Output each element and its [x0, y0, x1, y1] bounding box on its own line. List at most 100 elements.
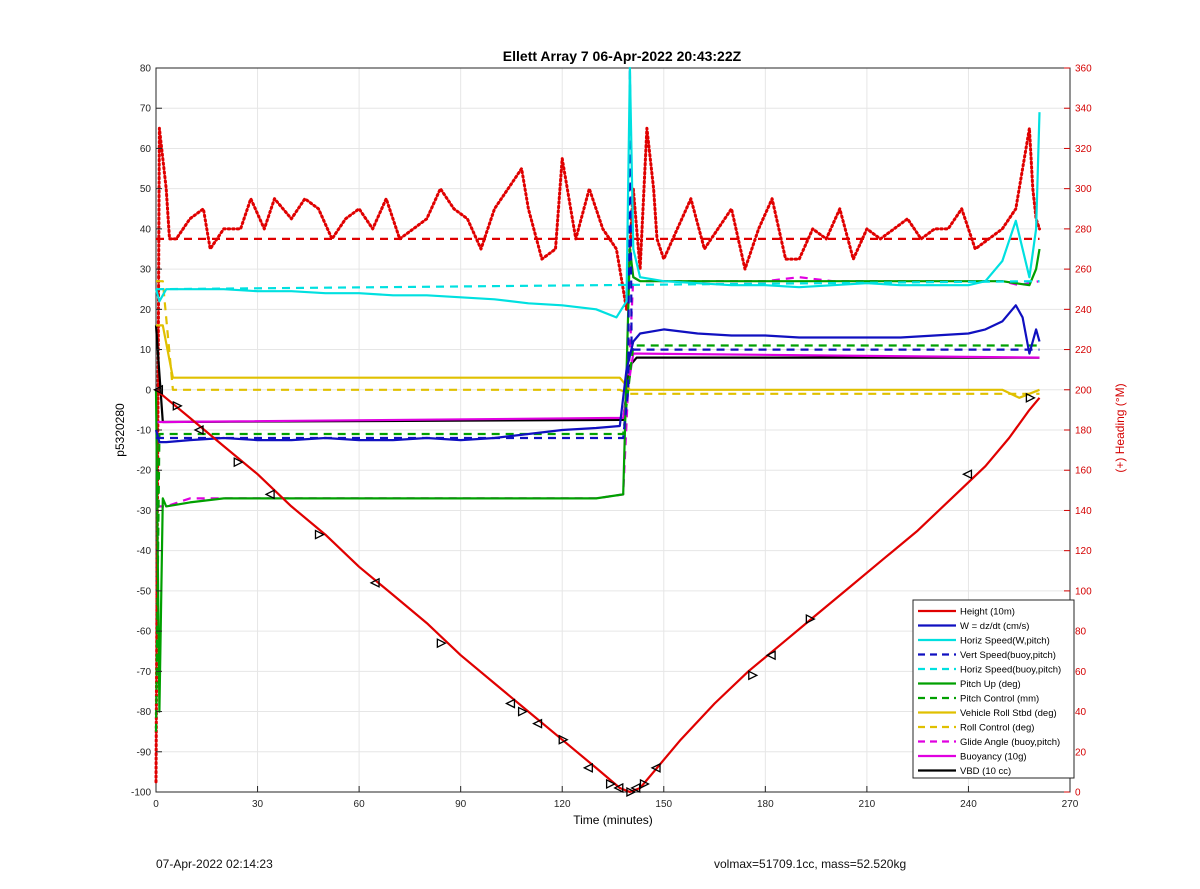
x-tick-label-6: 180: [757, 799, 774, 810]
series-line-pitch-control-mm: [154, 344, 1040, 732]
series-line-w-dz-dt-cm-s: [154, 304, 1041, 444]
x-tick-label-5: 150: [655, 799, 672, 810]
marker-15: [626, 786, 637, 798]
x-tick-label-2: 60: [354, 799, 366, 810]
x-tick-label-9: 270: [1062, 799, 1079, 810]
footer-date: 07-Apr-2022 02:14:23: [156, 857, 273, 871]
legend-label-horiz-speed-w-pitch: Horiz Speed(W,pitch): [960, 636, 1050, 647]
marker-10: [532, 718, 543, 729]
y2-tick-label-2: 40: [1075, 707, 1087, 718]
series-line-horiz-speed-buoy-pitch: [155, 280, 1040, 291]
series-line-vert-speed-buoy-pitch: [156, 66, 1040, 440]
chart-title: Ellett Array 7 06-Apr-2022 20:43:22Z: [503, 48, 742, 64]
y-tick-label-1: -90: [137, 747, 152, 758]
marker-2: [193, 424, 204, 436]
y-tick-label-10: 0: [145, 385, 151, 396]
y2-tick-label-8: 160: [1075, 466, 1092, 477]
legend-label-w-dz-dt-cm-s: W = dz/dt (cm/s): [960, 621, 1029, 632]
marker-17: [639, 778, 650, 790]
marker-11: [558, 734, 569, 745]
y2-tick-label-5: 100: [1075, 586, 1092, 597]
x-axis: 0 30 60 90 120 150 180 210 240 270: [153, 786, 1079, 810]
x-tick-label-8: 240: [960, 799, 977, 810]
marker-22: [961, 469, 973, 480]
marker-4: [264, 489, 275, 500]
marker-6: [369, 577, 380, 588]
marker-3: [233, 457, 244, 468]
x-tick-label-3: 90: [455, 799, 467, 810]
legend-label-vehicle-roll-stbd-deg: Vehicle Roll Stbd (deg): [960, 708, 1057, 719]
marker-18: [650, 762, 661, 773]
y-tick-label-4: -60: [137, 627, 152, 638]
y-tick-label-6: -40: [137, 546, 152, 557]
marker-layer: [152, 384, 1036, 798]
series-line-pitch-up-deg: [154, 247, 1041, 713]
left-axis: -100-90-80-70-60-50-40-30-20-10010203040…: [131, 64, 162, 799]
y2-tick-label-18: 360: [1075, 64, 1092, 75]
series-line-roll-control-deg: [156, 280, 1040, 395]
y-tick-label-8: -20: [137, 466, 152, 477]
y2-tick-label-10: 200: [1075, 385, 1092, 396]
marker-16: [630, 782, 641, 794]
y-tick-label-14: 40: [140, 224, 152, 235]
y-tick-label-13: 30: [140, 265, 152, 276]
legend-box: [912, 599, 1075, 779]
y-tick-label-15: 50: [140, 184, 152, 195]
legend-label-roll-control-deg: Roll Control (deg): [960, 723, 1034, 734]
y2-tick-label-12: 240: [1075, 305, 1092, 316]
marker-19: [748, 670, 759, 681]
legend: Height (10m) W = dz/dt (cm/s) Horiz Speed(…: [912, 599, 1075, 779]
marker-9: [517, 706, 529, 717]
series-line-height-10m: [155, 388, 1041, 794]
y2-tick-label-17: 340: [1075, 104, 1092, 115]
y-tick-label-2: -80: [137, 707, 152, 718]
y-tick-label-12: 20: [140, 305, 152, 316]
marker-1: [172, 400, 183, 411]
legend-label-pitch-control-mm: Pitch Control (mm): [960, 694, 1039, 705]
legend-label-height-10m: Height (10m): [960, 607, 1015, 618]
y-tick-label-18: 80: [140, 64, 152, 75]
y2-axis-label: (+) Heading (°M): [1113, 383, 1127, 472]
right-axis: 0 20 40 60 80 100 120 140 160 180 200 220 240 260 280 3…: [1064, 64, 1092, 799]
series-line-heading: [154, 126, 1041, 784]
x-tick-label-1: 30: [252, 799, 264, 810]
y-tick-label-7: -30: [137, 506, 152, 517]
y2-tick-label-9: 180: [1075, 426, 1092, 437]
legend-label-glide-angle-buoy-pitch: Glide Angle (buoy,pitch): [960, 737, 1060, 748]
x-tick-label-4: 120: [554, 799, 571, 810]
marker-0: [152, 384, 164, 395]
x-tick-label-0: 0: [153, 799, 159, 810]
marker-13: [605, 778, 617, 790]
y-tick-label-16: 60: [140, 144, 152, 155]
y2-tick-label-0: 0: [1075, 788, 1081, 799]
y-axis-label: p5320280: [113, 403, 127, 457]
y-tick-label-0: -100: [131, 788, 151, 799]
y2-tick-label-6: 120: [1075, 546, 1092, 557]
y2-tick-label-1: 20: [1075, 747, 1087, 758]
marker-21: [805, 613, 816, 625]
y2-tick-label-4: 80: [1075, 627, 1087, 638]
series-line-vehicle-roll-stbd-deg: [156, 324, 1040, 399]
legend-label-vert-speed-buoy-pitch: Vert Speed(buoy,pitch): [960, 650, 1056, 661]
y2-tick-label-16: 320: [1075, 144, 1092, 155]
y-tick-label-5: -50: [137, 586, 152, 597]
marker-14: [613, 782, 624, 794]
y2-tick-label-11: 220: [1075, 345, 1092, 356]
y2-tick-label-13: 260: [1075, 265, 1092, 276]
y2-tick-label-3: 60: [1075, 667, 1087, 678]
x-axis-label: Time (minutes): [573, 813, 653, 827]
y2-tick-label-14: 280: [1075, 224, 1092, 235]
marker-7: [436, 638, 447, 649]
legend-label-pitch-up-deg: Pitch Up (deg): [960, 679, 1021, 690]
footer-stats: volmax=51709.1cc, mass=52.520kg: [714, 857, 907, 871]
series-line-horiz-speed-w-pitch: [154, 66, 1041, 319]
marker-20: [765, 650, 776, 661]
y-tick-label-3: -70: [137, 667, 152, 678]
marker-12: [582, 762, 593, 773]
marker-23: [1025, 392, 1036, 403]
legend-label-vbd-10-cc: VBD (10 cc): [960, 766, 1011, 777]
series-layer: [154, 66, 1041, 794]
y-tick-label-11: 10: [140, 345, 152, 356]
marker-8: [504, 698, 516, 709]
